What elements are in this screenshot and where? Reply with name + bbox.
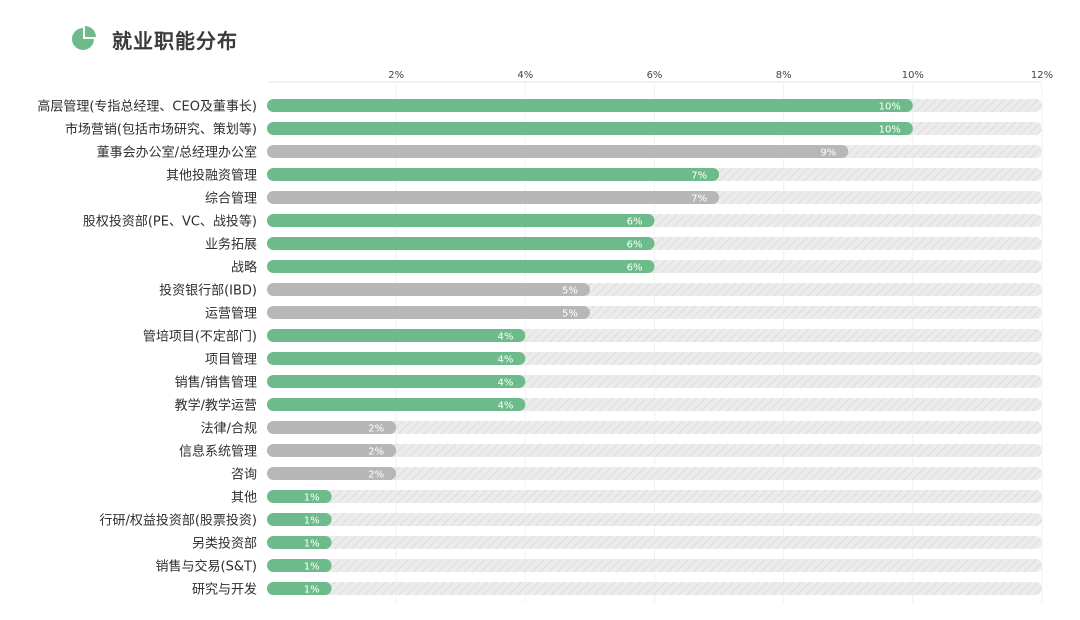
data-label: 9% (820, 148, 836, 159)
data-label: 6% (627, 263, 643, 274)
bar (267, 191, 720, 204)
data-label: 4% (497, 401, 513, 412)
bar (267, 513, 332, 526)
bar (267, 467, 397, 480)
bar-track (267, 559, 1042, 572)
category-label: 其他 (231, 491, 257, 506)
data-label: 1% (304, 516, 320, 527)
category-label: 管培项目(不定部门) (143, 329, 257, 345)
category-label: 市场营销(包括市场研究、策划等) (65, 122, 257, 138)
category-label: 销售/销售管理 (175, 375, 257, 391)
bar (267, 444, 397, 457)
bar (267, 559, 332, 572)
category-label: 高层管理(专指总经理、CEO及董事长) (37, 99, 257, 115)
data-label: 4% (497, 355, 513, 366)
chart-title: 就业职能分布 (112, 28, 238, 53)
bar-track (267, 490, 1042, 503)
category-label: 投资银行部(IBD) (159, 283, 257, 299)
pie-chart-icon (72, 26, 96, 50)
bar (267, 306, 590, 319)
data-label: 1% (304, 585, 320, 596)
data-label: 2% (368, 447, 384, 458)
category-label: 其他投融资管理 (166, 168, 257, 184)
bar (267, 536, 332, 549)
category-label: 战略 (231, 260, 257, 276)
data-label: 1% (304, 493, 320, 504)
category-label: 教学/教学运营 (175, 398, 257, 414)
tick-label: 12% (1031, 70, 1053, 81)
data-label: 5% (562, 309, 578, 320)
bar (267, 375, 526, 388)
category-label: 业务拓展 (205, 237, 257, 253)
bar-track (267, 536, 1042, 549)
data-label: 1% (304, 562, 320, 573)
bar (267, 398, 526, 411)
bar (267, 329, 526, 342)
tick-label: 10% (902, 70, 924, 81)
bar-track (267, 513, 1042, 526)
category-label: 法律/合规 (201, 422, 257, 437)
category-label: 销售与交易(S&T) (156, 559, 257, 575)
data-label: 7% (691, 194, 707, 205)
bar (267, 145, 849, 158)
bar (267, 283, 590, 296)
bar (267, 582, 332, 595)
chart-header: 就业职能分布 (70, 24, 238, 54)
data-label: 2% (368, 424, 384, 435)
category-label: 另类投资部 (192, 536, 257, 552)
x-axis-ticks: 2% 4% 6% 8% 10% 12% (388, 70, 1053, 81)
data-label: 10% (879, 125, 901, 136)
data-label: 6% (627, 240, 643, 251)
data-label: 6% (627, 217, 643, 228)
bars: 10% 高层管理(专指总经理、CEO及董事长) 10% 市场营销(包括市场研究、策划等… (37, 99, 1042, 598)
category-label: 信息系统管理 (179, 444, 257, 460)
tick-label: 6% (647, 70, 663, 81)
category-label: 行研/权益投资部(股票投资) (99, 513, 257, 529)
bar (267, 237, 655, 250)
bar-track (267, 444, 1042, 457)
data-label: 4% (497, 332, 513, 343)
category-label: 综合管理 (205, 192, 257, 207)
data-label: 1% (304, 539, 320, 550)
bar (267, 122, 913, 135)
bar (267, 490, 332, 503)
bar-track (267, 582, 1042, 595)
bar (267, 214, 655, 227)
tick-label: 4% (517, 70, 533, 81)
category-label: 股权投资部(PE、VC、战投等) (83, 214, 257, 230)
bar (267, 260, 655, 273)
data-label: 7% (691, 171, 707, 182)
category-label: 项目管理 (205, 353, 257, 368)
tick-label: 2% (388, 70, 404, 81)
category-label: 运营管理 (205, 307, 257, 322)
bar (267, 421, 397, 434)
tick-label: 8% (776, 70, 792, 81)
bar-track (267, 421, 1042, 434)
category-label: 研究与开发 (192, 582, 257, 598)
category-label: 董事会办公室/总经理办公室 (97, 145, 257, 161)
bar (267, 99, 913, 112)
data-label: 2% (368, 470, 384, 481)
bar (267, 168, 720, 181)
bar-track (267, 467, 1042, 480)
data-label: 5% (562, 286, 578, 297)
category-label: 咨询 (231, 468, 257, 483)
bar (267, 352, 526, 365)
data-label: 4% (497, 378, 513, 389)
data-label: 10% (879, 102, 901, 113)
